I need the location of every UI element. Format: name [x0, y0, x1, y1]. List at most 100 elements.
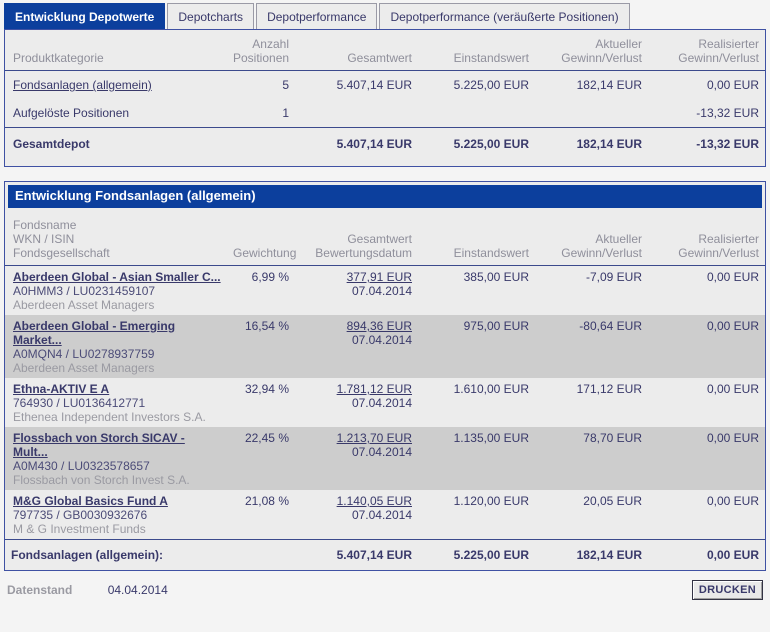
fund-einstandswert: 1.135,00 EUR [418, 427, 535, 490]
tab-depotperformance[interactable]: Depotperformance [256, 3, 378, 29]
fund-wkn-isin: 764930 / LU0136412771 [13, 396, 146, 410]
fund-gesamtwert-link[interactable]: 1.213,70 EUR [336, 431, 412, 445]
fund-bewertungsdatum: 07.04.2014 [351, 445, 412, 459]
fund-einstandswert: 975,00 EUR [418, 315, 535, 378]
fund-wkn-isin: A0M430 / LU0323578657 [13, 459, 150, 473]
fund-gesamtwert-link[interactable]: 377,91 EUR [346, 270, 412, 284]
table-row: Aufgelöste Positionen 1 -13,32 EUR [5, 99, 765, 128]
summary-total-row: Gesamtdepot 5.407,14 EUR 5.225,00 EUR 18… [5, 127, 765, 160]
depot-summary-table: Produktkategorie Anzahl Positionen Gesam… [5, 30, 765, 160]
fund-realisierter: 0,00 EUR [706, 382, 759, 396]
header-gewichtung: Gewichtung [227, 211, 296, 266]
funds-total-realisierter: 0,00 EUR [648, 539, 765, 570]
fund-wkn-isin: A0MQN4 / LU0278937759 [13, 347, 155, 361]
fund-wkn-isin: 797735 / GB0030932676 [13, 508, 148, 522]
fund-gewichtung: 6,99 % [251, 270, 289, 284]
positions-value: 5 [282, 78, 289, 92]
tab-depotperformance-veraeusserte[interactable]: Depotperformance (veräußerte Positionen) [379, 3, 630, 29]
fund-name-link[interactable]: Aberdeen Global - Emerging Market... [13, 319, 176, 347]
fund-row: Aberdeen Global - Emerging Market... A0M… [5, 315, 765, 378]
realisierter-value: -13,32 EUR [696, 106, 759, 120]
fund-name-link[interactable]: M&G Global Basics Fund A [13, 494, 168, 508]
total-einstandswert: 5.225,00 EUR [418, 127, 535, 160]
fund-aktueller: 78,70 EUR [535, 427, 648, 490]
depot-summary-panel: Produktkategorie Anzahl Positionen Gesam… [4, 29, 766, 167]
total-gesamtwert: 5.407,14 EUR [295, 127, 418, 160]
gesamtwert-value: 5.407,14 EUR [336, 78, 412, 92]
fund-bewertungsdatum: 07.04.2014 [351, 508, 412, 522]
total-label: Gesamtdepot [5, 127, 227, 160]
tab-bar: Entwicklung Depotwerte Depotcharts Depot… [4, 3, 766, 29]
fund-row: Ethna-AKTIV E A 764930 / LU0136412771 Et… [5, 378, 765, 427]
einstandswert-value [418, 99, 535, 128]
fund-gesellschaft: Aberdeen Asset Managers [13, 298, 155, 312]
fund-name-link[interactable]: Aberdeen Global - Asian Smaller C... [13, 270, 221, 284]
fund-gesamtwert-link[interactable]: 1.140,05 EUR [336, 494, 412, 508]
einstandswert-value: 5.225,00 EUR [453, 78, 529, 92]
realisierter-value: 0,00 EUR [706, 78, 759, 92]
total-realisierter: -13,32 EUR [648, 127, 765, 160]
fund-name-link[interactable]: Ethna-AKTIV E A [13, 382, 110, 396]
fund-bewertungsdatum: 07.04.2014 [351, 333, 412, 347]
category-link-fondsanlagen[interactable]: Fondsanlagen (allgemein) [13, 78, 152, 92]
header-anzahl-positionen: Anzahl Positionen [227, 30, 295, 71]
fund-gesellschaft: M & G Investment Funds [13, 522, 146, 536]
header-aktueller-gewinn-verlust: Aktueller Gewinn/Verlust [535, 30, 648, 71]
funds-section-title: Entwicklung Fondsanlagen (allgemein) [8, 185, 762, 208]
header-realisierter-gewinn-verlust: Realisierter Gewinn/Verlust [648, 211, 765, 266]
funds-total-gesamtwert: 5.407,14 EUR [295, 539, 418, 570]
fund-aktueller: -80,64 EUR [535, 315, 648, 378]
fund-gewichtung: 32,94 % [244, 382, 289, 396]
header-einstandswert: Einstandswert [418, 211, 535, 266]
fund-gesellschaft: Aberdeen Asset Managers [13, 361, 155, 375]
header-gesamtwert-bewertungsdatum: Gesamtwert Bewertungsdatum [295, 211, 418, 266]
funds-header-row: Fondsname WKN / ISIN Fondsgesellschaft G… [5, 211, 765, 266]
summary-header-row: Produktkategorie Anzahl Positionen Gesam… [5, 30, 765, 71]
category-label-aufgeloeste: Aufgelöste Positionen [13, 106, 130, 120]
table-row: Fondsanlagen (allgemein) 5 5.407,14 EUR … [5, 71, 765, 100]
fund-realisierter: 0,00 EUR [648, 427, 765, 490]
funds-total-aktueller: 182,14 EUR [535, 539, 648, 570]
gesamtwert-value [295, 99, 418, 128]
fund-gewichtung: 16,54 % [227, 315, 295, 378]
fund-bewertungsdatum: 07.04.2014 [351, 284, 412, 298]
fund-wkn-isin: A0HMM3 / LU0231459107 [13, 284, 156, 298]
funds-total-einstandswert: 5.225,00 EUR [418, 539, 535, 570]
fund-name-link[interactable]: Flossbach von Storch SICAV - Mult... [13, 431, 185, 459]
positions-value: 1 [282, 106, 289, 120]
fund-gesamtwert-link[interactable]: 894,36 EUR [346, 319, 412, 333]
aktueller-value: 182,14 EUR [576, 78, 642, 92]
bottom-bar: Datenstand 04.04.2014 DRUCKEN [7, 580, 763, 600]
fund-gesellschaft: Flossbach von Storch Invest S.A. [13, 473, 190, 487]
total-aktueller: 182,14 EUR [535, 127, 648, 160]
fund-gesamtwert-link[interactable]: 1.781,12 EUR [336, 382, 412, 396]
funds-panel: Entwicklung Fondsanlagen (allgemein) Fon… [4, 181, 766, 571]
funds-total-label: Fondsanlagen (allgemein): [5, 539, 227, 570]
datenstand-value: 04.04.2014 [107, 583, 168, 597]
header-realisierter-gewinn-verlust: Realisierter Gewinn/Verlust [648, 30, 765, 71]
funds-table: Fondsname WKN / ISIN Fondsgesellschaft G… [5, 211, 765, 570]
fund-gewichtung: 22,45 % [227, 427, 295, 490]
fund-row: Flossbach von Storch SICAV - Mult... A0M… [5, 427, 765, 490]
fund-aktueller: 171,12 EUR [576, 382, 642, 396]
tab-entwicklung-depotwerte[interactable]: Entwicklung Depotwerte [4, 3, 166, 29]
header-aktueller-gewinn-verlust: Aktueller Gewinn/Verlust [535, 211, 648, 266]
fund-realisierter: 0,00 EUR [706, 270, 759, 284]
fund-row: Aberdeen Global - Asian Smaller C... A0H… [5, 266, 765, 316]
funds-total-row: Fondsanlagen (allgemein): 5.407,14 EUR 5… [5, 539, 765, 570]
datenstand-label: Datenstand [7, 583, 73, 597]
fund-aktueller: 20,05 EUR [583, 494, 642, 508]
fund-aktueller: -7,09 EUR [585, 270, 642, 284]
fund-gesellschaft: Ethenea Independent Investors S.A. [13, 410, 206, 424]
header-einstandswert: Einstandswert [418, 30, 535, 71]
header-produktkategorie: Produktkategorie [5, 30, 227, 71]
header-fondsname-wkn-isin: Fondsname WKN / ISIN Fondsgesellschaft [5, 211, 227, 266]
aktueller-value [535, 99, 648, 128]
header-gesamtwert: Gesamtwert [295, 30, 418, 71]
fund-gewichtung: 21,08 % [244, 494, 289, 508]
fund-bewertungsdatum: 07.04.2014 [351, 396, 412, 410]
print-button[interactable]: DRUCKEN [691, 580, 763, 600]
fund-realisierter: 0,00 EUR [648, 315, 765, 378]
tab-depotcharts[interactable]: Depotcharts [167, 3, 255, 29]
